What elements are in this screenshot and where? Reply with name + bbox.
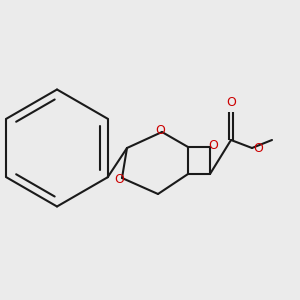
Text: O: O xyxy=(253,142,263,154)
Text: O: O xyxy=(156,124,165,137)
Text: O: O xyxy=(226,96,236,109)
Text: O: O xyxy=(114,173,124,186)
Text: O: O xyxy=(208,139,218,152)
